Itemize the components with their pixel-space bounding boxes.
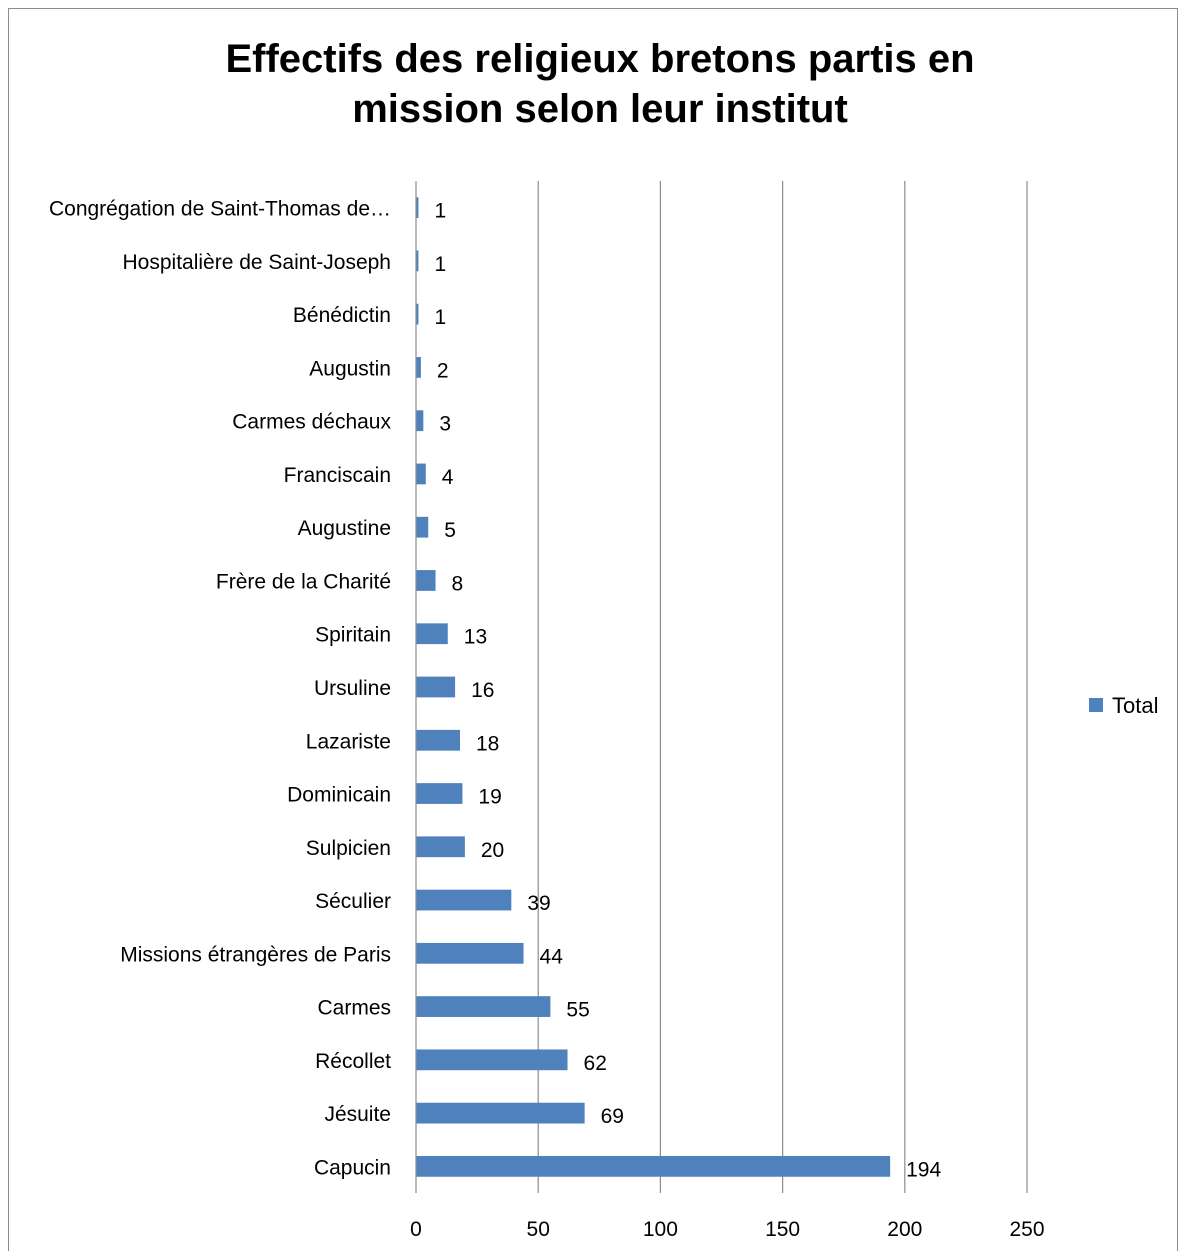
gridlines — [537, 181, 1028, 1193]
bar — [416, 197, 419, 219]
bar — [416, 303, 419, 325]
bar — [416, 942, 524, 964]
x-tick-label: 150 — [765, 1218, 800, 1241]
category-label: Carmes déchaux — [232, 411, 391, 434]
chart-title-line-2: mission selon leur institut — [352, 87, 848, 131]
bar — [416, 463, 426, 485]
chart-title: Effectifs des religieux bretons partis e… — [0, 34, 1180, 134]
x-tick-label: 100 — [643, 1218, 678, 1241]
data-label: 18 — [476, 732, 499, 755]
bar — [416, 676, 456, 698]
category-label: Bénédictin — [293, 304, 391, 327]
chart-frame — [8, 8, 1178, 1251]
data-label: 69 — [601, 1105, 624, 1128]
bar — [416, 570, 436, 591]
x-tick-label: 200 — [887, 1218, 922, 1241]
category-label: Frère de la Charité — [216, 570, 391, 593]
data-label: 4 — [442, 466, 454, 489]
category-label: Carmes — [317, 997, 391, 1020]
x-tick-label: 250 — [1009, 1218, 1044, 1241]
legend-label: Total — [1112, 693, 1158, 718]
chart-title-line-1: Effectifs des religieux bretons partis e… — [225, 37, 975, 81]
category-label: Augustine — [298, 517, 391, 540]
data-label: 55 — [566, 999, 589, 1022]
data-label: 8 — [452, 572, 464, 595]
bar — [416, 783, 463, 804]
bar — [416, 836, 465, 858]
bars — [416, 197, 891, 1177]
data-label: 1 — [434, 253, 446, 276]
category-labels: Congrégation de Saint-Thomas de… Hospital… — [49, 198, 392, 1180]
category-label: Congrégation de Saint-Thomas de… — [49, 198, 391, 221]
category-label: Spiritain — [315, 624, 391, 647]
category-label: Séculier — [315, 890, 391, 913]
data-label: 19 — [478, 786, 501, 809]
category-label: Hospitalière de Saint-Joseph — [123, 251, 392, 274]
category-label: Lazariste — [306, 730, 391, 753]
bar — [416, 996, 551, 1017]
bar — [416, 410, 424, 432]
bar — [416, 623, 448, 645]
category-label: Dominicain — [287, 784, 391, 807]
bar — [416, 250, 419, 272]
legend-swatch — [1089, 698, 1103, 712]
category-label: Récollet — [315, 1050, 391, 1073]
bar — [416, 516, 429, 538]
data-label: 5 — [444, 519, 456, 542]
data-label: 3 — [439, 413, 451, 436]
category-label: Jésuite — [324, 1103, 391, 1126]
data-label: 13 — [464, 626, 487, 649]
x-tick-labels: 0 50 100 150 200 250 — [410, 1218, 1044, 1241]
category-label: Missions étrangères de Paris — [120, 943, 391, 966]
bar — [416, 729, 460, 751]
bar — [416, 357, 421, 378]
data-label: 194 — [906, 1158, 941, 1181]
data-label: 1 — [434, 306, 446, 329]
bar — [416, 1049, 568, 1071]
data-label: 1 — [434, 200, 446, 223]
data-label: 2 — [437, 359, 449, 382]
category-label: Franciscain — [284, 464, 391, 487]
bar — [416, 889, 512, 911]
data-label: 62 — [584, 1052, 607, 1075]
legend: Total — [1089, 693, 1158, 718]
x-tick-label: 0 — [410, 1218, 422, 1241]
data-label: 39 — [527, 892, 550, 915]
data-labels: 1 1 1 2 3 4 5 8 13 16 18 19 20 39 44 55 62 69 194 — [434, 200, 941, 1182]
category-label: Augustin — [309, 357, 391, 380]
data-label: 44 — [540, 945, 564, 968]
data-label: 20 — [481, 839, 504, 862]
bar — [416, 1155, 891, 1177]
data-label: 16 — [471, 679, 494, 702]
x-tick-label: 50 — [527, 1218, 550, 1241]
category-label: Capucin — [314, 1156, 391, 1179]
bar — [416, 1102, 585, 1124]
category-label: Ursuline — [314, 677, 391, 700]
category-label: Sulpicien — [306, 837, 391, 860]
